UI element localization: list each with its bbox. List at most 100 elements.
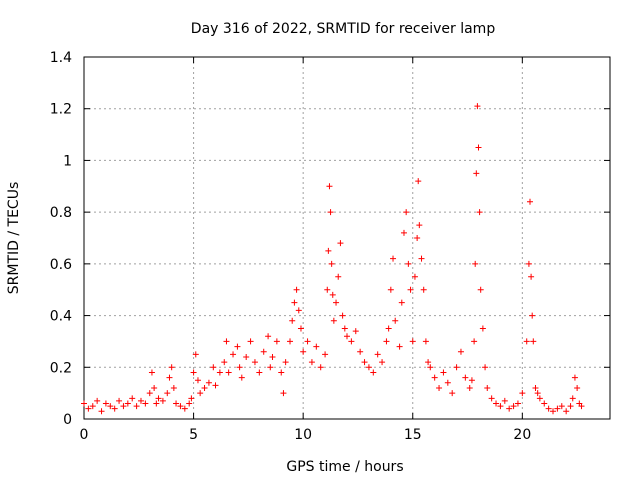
x-axis-label: GPS time / hours: [286, 459, 403, 475]
data-point: [374, 351, 381, 358]
data-point: [111, 405, 118, 412]
data-point: [431, 374, 438, 381]
data-point: [379, 359, 386, 366]
data-point: [133, 403, 140, 410]
data-point: [392, 317, 399, 324]
data-point: [477, 286, 484, 293]
data-point: [269, 353, 276, 360]
data-point: [221, 359, 228, 366]
data-point: [164, 390, 171, 397]
data-point: [329, 291, 336, 298]
data-point: [177, 403, 184, 410]
data-point: [344, 333, 350, 340]
data-point: [567, 403, 574, 410]
data-point: [282, 359, 289, 366]
data-point: [472, 260, 479, 267]
data-point: [102, 400, 109, 407]
data-point: [493, 400, 500, 407]
axis-ticks: 0 5 10 15 20 0 0.2 0.4 0.6 0.8 1 1.2 1.4: [50, 50, 610, 443]
data-point: [116, 397, 123, 404]
data-point: [425, 359, 432, 366]
data-point: [571, 374, 578, 381]
data-point: [415, 178, 422, 185]
data-point: [550, 408, 557, 415]
data-point: [527, 198, 534, 205]
data-point: [506, 405, 513, 412]
data-point: [236, 364, 243, 371]
data-point: [280, 390, 287, 397]
data-point: [273, 338, 280, 345]
data-point: [427, 364, 434, 371]
data-point: [475, 144, 482, 151]
x-tick-label: 5: [189, 427, 198, 443]
data-point: [256, 369, 263, 376]
y-tick-label: 0.8: [50, 205, 72, 221]
data-point: [411, 273, 418, 280]
data-point: [528, 273, 535, 280]
data-point: [420, 286, 427, 293]
data-point: [190, 369, 197, 376]
data-point: [536, 395, 543, 402]
data-point: [409, 338, 416, 345]
data-point: [416, 222, 423, 229]
data-point: [238, 374, 245, 381]
data-point: [265, 333, 272, 340]
data-series: [81, 103, 585, 415]
data-point: [197, 390, 204, 397]
data-point: [530, 338, 537, 345]
data-point: [335, 273, 342, 280]
data-point: [293, 286, 300, 293]
data-point: [188, 395, 195, 402]
data-point: [192, 351, 199, 358]
y-tick-label: 1.4: [50, 50, 72, 66]
data-point: [170, 384, 177, 391]
data-point: [201, 384, 208, 391]
data-point: [194, 377, 201, 384]
data-point: [466, 384, 473, 391]
data-point: [81, 400, 87, 407]
data-point: [400, 229, 407, 236]
data-point: [436, 384, 443, 391]
y-tick-label: 0.4: [50, 309, 72, 325]
data-point: [107, 403, 114, 410]
data-point: [146, 390, 153, 397]
data-point: [339, 312, 346, 319]
data-point: [300, 348, 307, 355]
x-tick-label: 0: [80, 427, 89, 443]
data-point: [330, 317, 337, 324]
data-point: [449, 390, 456, 397]
data-point: [361, 359, 368, 366]
data-point: [308, 359, 315, 366]
x-tick-label: 20: [513, 427, 531, 443]
data-point: [414, 235, 421, 241]
data-point: [297, 325, 304, 332]
data-point: [304, 338, 311, 345]
data-point: [407, 286, 414, 293]
data-point: [523, 338, 530, 345]
data-point: [497, 403, 504, 410]
data-point: [205, 379, 212, 386]
data-point: [85, 405, 92, 412]
data-point: [510, 403, 517, 410]
data-point: [324, 286, 331, 293]
data-point: [159, 397, 166, 404]
y-tick-label: 0: [63, 412, 72, 428]
data-point: [405, 260, 412, 267]
data-point: [278, 369, 285, 376]
data-point: [545, 405, 552, 412]
data-point: [98, 408, 105, 415]
y-tick-label: 1.2: [50, 102, 72, 118]
data-point: [142, 400, 149, 407]
x-tick-label: 15: [404, 427, 422, 443]
data-point: [326, 183, 333, 190]
data-point: [151, 384, 158, 391]
data-point: [216, 369, 223, 376]
grid: [84, 57, 610, 419]
data-point: [337, 240, 344, 247]
data-point: [514, 400, 521, 407]
data-point: [563, 408, 570, 415]
data-point: [137, 397, 144, 404]
data-point: [173, 400, 180, 407]
data-point: [94, 397, 101, 404]
data-point: [474, 103, 481, 110]
